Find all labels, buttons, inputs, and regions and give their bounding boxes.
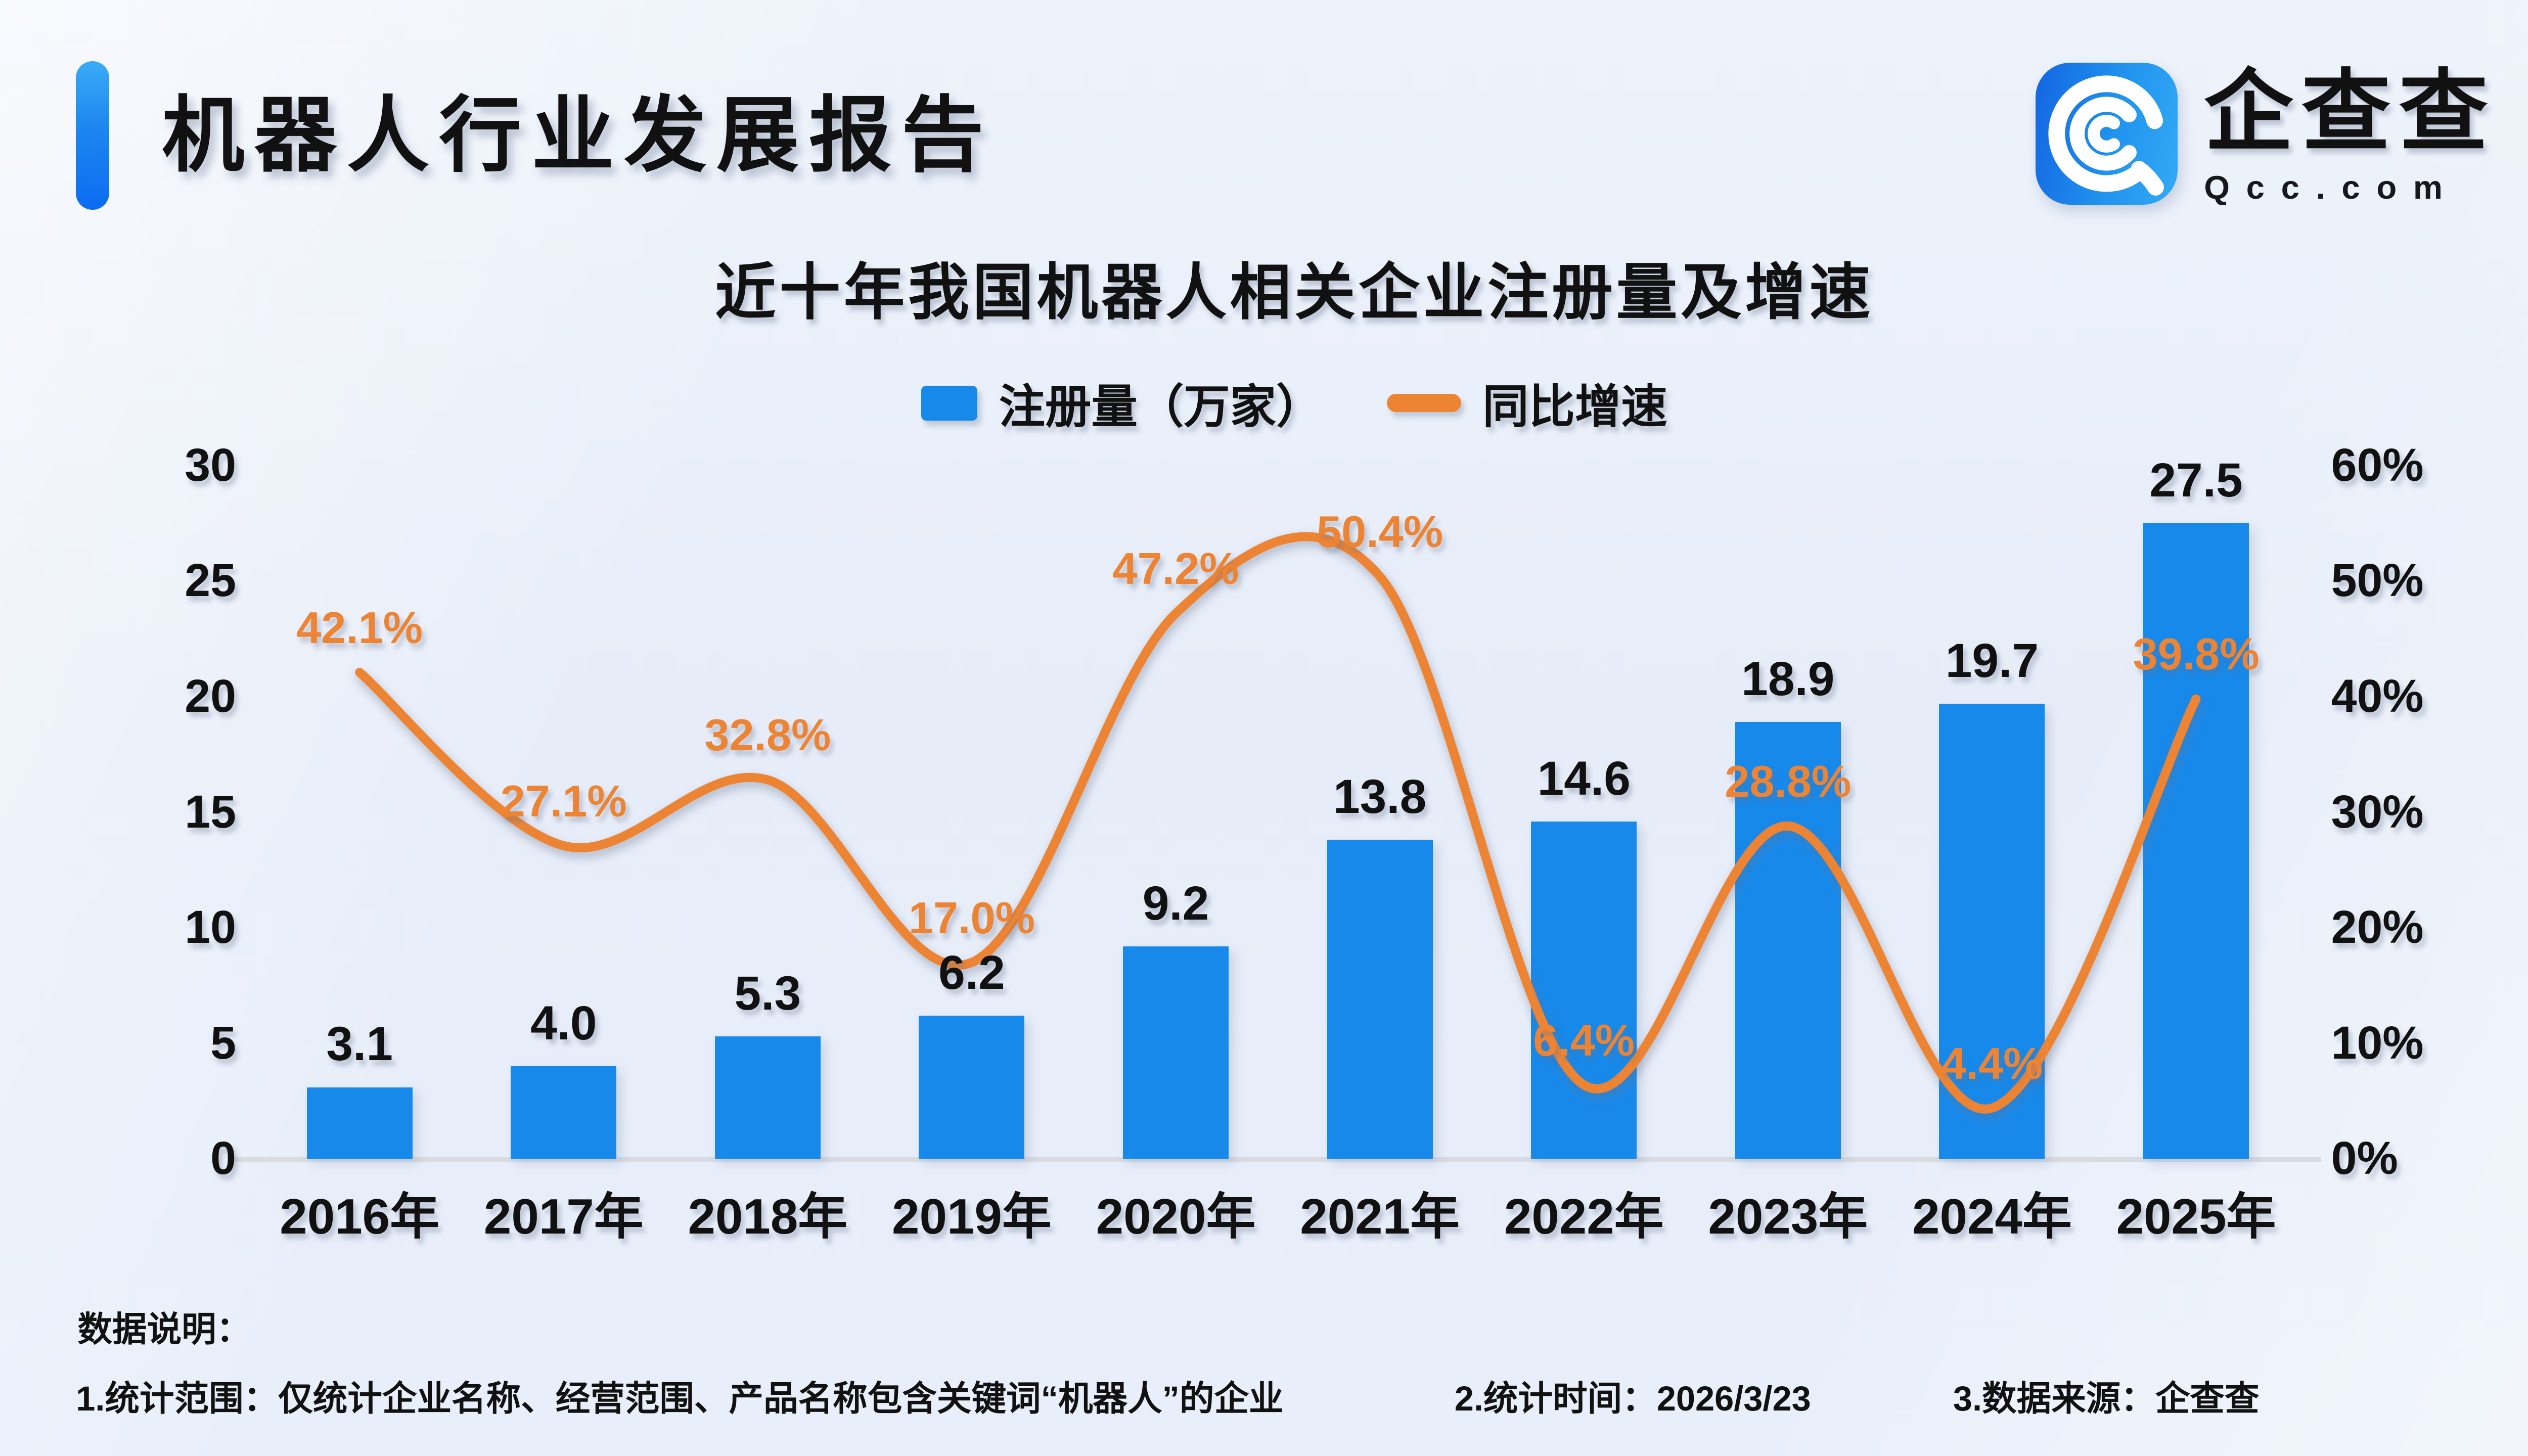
x-axis-tick-label: 2019年 [892,1189,1052,1245]
bar [1327,840,1433,1159]
bar-value-label: 5.3 [734,966,801,1020]
x-axis-tick-label: 2017年 [483,1189,644,1245]
y-axis-tick-label-right: 10% [2331,1017,2424,1069]
legend-line-swatch [1386,394,1461,413]
y-axis-tick-label-left: 5 [210,1017,236,1069]
growth-value-label: 17.0% [908,892,1035,943]
growth-value-label: 32.8% [704,710,831,760]
bar [919,1015,1025,1159]
y-axis-tick-label-right: 60% [2331,439,2424,491]
x-axis-tick-label: 2020年 [1096,1189,1256,1245]
y-axis-tick-label-left: 15 [185,786,236,838]
bar-value-label: 6.2 [938,945,1005,999]
bar-value-label: 3.1 [326,1017,393,1071]
qcc-logo-icon [2036,63,2178,205]
y-axis-tick-label-right: 20% [2331,901,2424,953]
chart-legend: 注册量（万家） 同比增速 [0,370,2528,436]
x-axis-tick-label: 2018年 [688,1189,848,1245]
note-source: 3.数据来源：企查查 [1953,1379,2260,1419]
x-axis-tick-label: 2021年 [1300,1189,1460,1245]
growth-value-label: 42.1% [296,602,423,653]
note-time: 2.统计时间：2026/3/23 [1454,1379,1811,1419]
x-axis-tick-label: 2025年 [2116,1189,2276,1245]
qcc-brand-name: 企查查 [2204,62,2497,162]
x-axis-tick-label: 2022年 [1504,1189,1664,1245]
y-axis-tick-label-left: 0 [210,1132,236,1185]
qcc-logo: 企查查 Qcc.com [2036,63,2496,206]
legend-label-registrations: 注册量（万家） [999,381,1323,433]
bar [1939,703,2045,1159]
x-axis-tick-label: 2024年 [1912,1189,2072,1245]
x-axis-tick-label: 2016年 [280,1189,440,1245]
bar [511,1066,617,1159]
y-axis-tick-label-left: 25 [185,555,236,607]
y-axis-tick-label-right: 50% [2331,555,2424,607]
growth-value-label: 6.4% [1533,1015,1635,1065]
qcc-domain: Qcc.com [2204,169,2459,206]
y-axis-tick-label-left: 30 [185,439,236,491]
title-accent-bar [76,61,109,210]
chart-title: 近十年我国机器人相关企业注册量及增速 [715,258,1874,327]
y-axis-tick-label-right: 30% [2331,786,2424,838]
growth-value-label: 27.1% [500,776,627,826]
report-title: 机器人行业发展报告 [162,88,994,181]
bar-value-label: 4.0 [530,996,597,1051]
bar [2143,523,2249,1159]
growth-value-label: 39.8% [2133,629,2260,679]
bar [306,1087,413,1159]
qcc-logo-text: 企查查 Qcc.com [2204,63,2496,206]
bar [1531,821,1637,1159]
bar-value-label: 18.9 [1741,652,1835,706]
x-axis-tick-label: 2023年 [1708,1189,1868,1245]
x-axis-line [231,1157,2322,1162]
legend-label-growth: 同比增速 [1482,381,1667,433]
note-scope: 1.统计范围：仅统计企业名称、经营范围、产品名称包含关键词“机器人”的企业 [76,1379,1284,1419]
bar-value-label: 27.5 [2149,453,2243,507]
growth-value-label: 28.8% [1725,756,1852,806]
y-axis-tick-label-left: 20 [185,670,236,722]
bar [1123,946,1229,1159]
bar [714,1036,821,1159]
qcc-spiral-icon [2048,75,2164,196]
legend-bar-swatch [921,386,978,421]
y-axis-tick-label-right: 40% [2331,670,2424,722]
notes-heading: 数据说明： [77,1310,251,1349]
growth-value-label: 4.4% [1941,1038,2043,1088]
y-axis-tick-label-left: 10 [185,901,236,953]
bar-value-label: 13.8 [1333,770,1427,824]
growth-value-label: 50.4% [1317,507,1443,557]
y-axis-tick-label-right: 0% [2331,1132,2398,1185]
